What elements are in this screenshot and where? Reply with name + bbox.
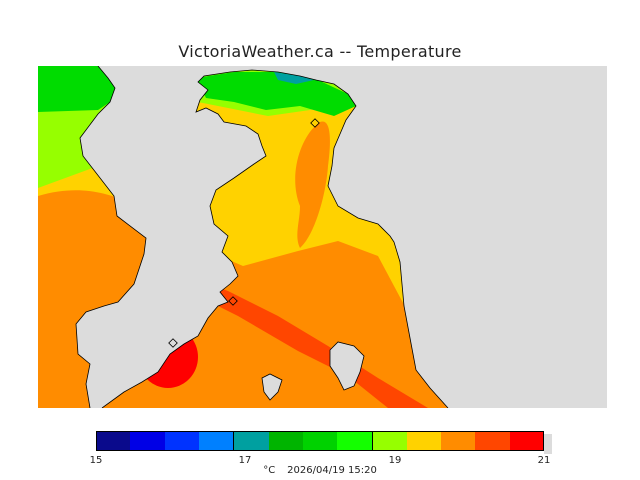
legend-swatch <box>371 431 407 451</box>
legend-tick-label: 21 <box>537 455 551 466</box>
legend-tick-label: 15 <box>89 455 103 466</box>
island-small <box>261 373 283 401</box>
station-marker <box>168 338 178 348</box>
legend-swatch <box>475 431 510 451</box>
legend-tick-label: 19 <box>388 455 402 466</box>
legend-swatch <box>268 431 303 451</box>
legend-unit: °C <box>263 465 276 476</box>
legend-tick-label: 17 <box>238 455 252 466</box>
station-marker <box>310 118 320 128</box>
legend-swatch <box>198 431 234 451</box>
station-marker <box>228 296 238 306</box>
legend-swatch <box>441 431 476 451</box>
legend-shadow <box>544 434 552 454</box>
legend-swatch <box>509 431 545 451</box>
legend-swatch <box>130 431 165 451</box>
color-legend <box>96 431 545 451</box>
zone-teal <box>274 72 314 84</box>
temperature-map <box>38 66 607 408</box>
legend-swatch <box>406 431 442 451</box>
legend-swatch <box>96 431 131 451</box>
legend-swatch <box>233 431 269 451</box>
legend-swatch <box>337 431 372 451</box>
coastline <box>75 66 449 408</box>
map-title: VictoriaWeather.ca -- Temperature <box>178 42 462 61</box>
zone-orange-tongue <box>295 121 330 248</box>
zone-green <box>38 66 356 116</box>
timestamp: 2026/04/19 15:20 <box>287 465 377 476</box>
legend-swatch <box>302 431 338 451</box>
island-large <box>329 341 365 391</box>
legend-footer: °C 2026/04/19 15:20 <box>0 465 640 476</box>
legend-swatch <box>164 431 199 451</box>
